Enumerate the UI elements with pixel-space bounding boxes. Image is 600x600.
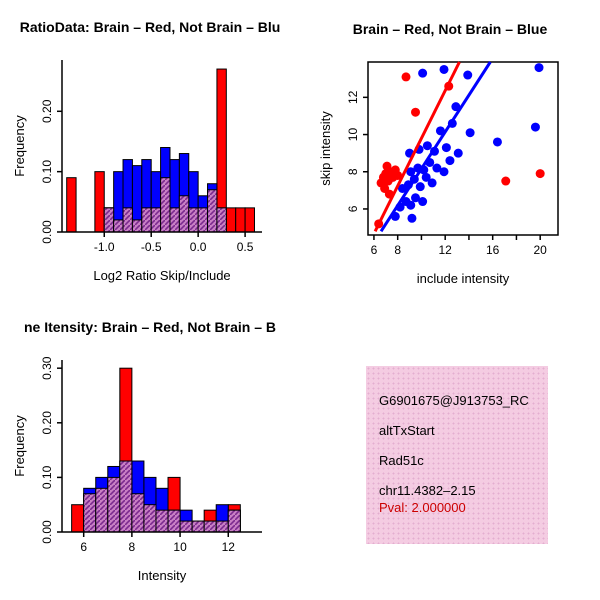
panel-intensity-histogram: 6 8 10 12 0.00 0.10 0.20 0.30 ne Itensity: Brain… [0, 300, 300, 600]
svg-text:skip intensity: skip intensity [318, 111, 333, 186]
panel-ratio-histogram: -1.0 -0.5 0.0 0.5 0.00 0.10 0.20 RatioData: Bra… [0, 0, 300, 300]
svg-text:-1.0: -1.0 [94, 240, 115, 254]
gene-info-box: G6901675@J913753_RC altTxStart Rad51c ch… [366, 366, 548, 544]
svg-text:8: 8 [394, 243, 401, 257]
pval-text: Pval: 2.000000 [379, 500, 466, 515]
svg-text:6: 6 [371, 243, 378, 257]
svg-text:12: 12 [222, 540, 236, 554]
ratio-histogram: -1.0 -0.5 0.0 0.5 0.00 0.10 0.20 RatioData: Bra… [12, 19, 281, 283]
svg-text:12: 12 [439, 243, 453, 257]
locus-text: chr11.4382–2.15 [379, 483, 476, 498]
svg-text:Intensity: Intensity [138, 568, 187, 583]
panel-scatter: 6 8 12 16 20 6 8 10 12 Brain – Red, Not Brain – B… [300, 0, 600, 300]
svg-text:0.20: 0.20 [40, 411, 54, 435]
svg-text:6: 6 [346, 205, 360, 212]
gene-id-text: G6901675@J913753_RC [379, 393, 529, 408]
svg-text:ne Itensity: Brain – Red, Not: ne Itensity: Brain – Red, Not Brain – B [24, 319, 276, 335]
svg-text:Brain – Red, Not Brain – Blue: Brain – Red, Not Brain – Blue [353, 21, 548, 37]
svg-text:0.10: 0.10 [40, 465, 54, 489]
svg-text:8: 8 [346, 168, 360, 175]
svg-text:include intensity: include intensity [417, 271, 510, 286]
svg-text:Frequency: Frequency [12, 415, 27, 477]
event-type-text: altTxStart [379, 423, 435, 438]
gene-symbol-text: Rad51c [379, 453, 424, 468]
svg-text:-0.5: -0.5 [141, 240, 162, 254]
svg-text:0.5: 0.5 [237, 240, 254, 254]
svg-text:8: 8 [129, 540, 136, 554]
panel-gene-info: G6901675@J913753_RC altTxStart Rad51c ch… [300, 300, 600, 600]
svg-text:0.0: 0.0 [190, 240, 207, 254]
intensity-histogram: 6 8 10 12 0.00 0.10 0.20 0.30 ne Itensity: Brain… [12, 319, 276, 583]
svg-text:0.00: 0.00 [40, 220, 54, 244]
intensity-scatter-plot: 6 8 12 16 20 6 8 10 12 Brain – Red, Not Brain – B… [318, 21, 559, 286]
svg-text:6: 6 [80, 540, 87, 554]
svg-text:RatioData: Brain – Red, Not Br: RatioData: Brain – Red, Not Brain – Blu [20, 19, 281, 35]
svg-text:0.20: 0.20 [40, 99, 54, 123]
svg-text:10: 10 [173, 540, 187, 554]
svg-text:16: 16 [486, 243, 500, 257]
svg-text:0.10: 0.10 [40, 160, 54, 184]
svg-text:Frequency: Frequency [12, 115, 27, 177]
svg-text:10: 10 [346, 128, 360, 142]
svg-text:20: 20 [534, 243, 548, 257]
svg-text:0.00: 0.00 [40, 520, 54, 544]
svg-text:12: 12 [346, 90, 360, 104]
svg-text:Log2 Ratio Skip/Include: Log2 Ratio Skip/Include [93, 268, 230, 283]
svg-text:0.30: 0.30 [40, 356, 54, 380]
